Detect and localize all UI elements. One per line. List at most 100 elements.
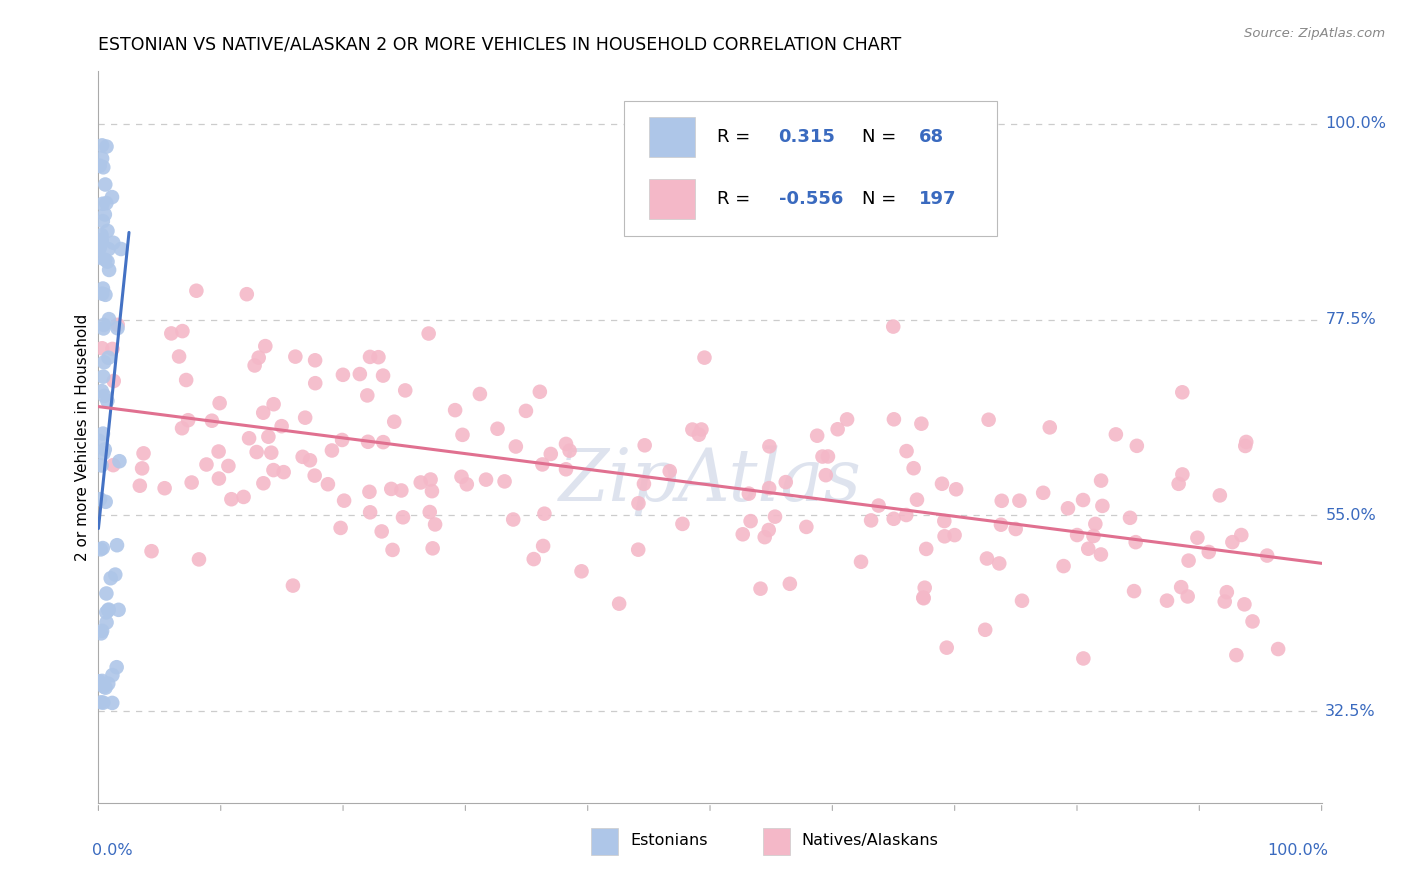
Point [94,288,117,302]
Point [977,413,1000,427]
Point [270,419,292,434]
Point [633,476,655,491]
Point [1066,528,1088,542]
Point [1233,598,1256,612]
Point [91,138,114,153]
Point [1126,439,1149,453]
Point [236,287,259,301]
Point [304,468,326,483]
Point [247,351,270,365]
Point [1209,488,1232,502]
Point [1230,528,1253,542]
Point [180,475,202,490]
FancyBboxPatch shape [762,828,790,855]
Point [93,355,115,369]
Point [91,214,114,228]
Point [103,235,125,250]
FancyBboxPatch shape [648,117,696,157]
Point [912,591,935,606]
Point [100,571,122,585]
Point [94,178,117,192]
Point [1091,499,1114,513]
Point [96,254,118,268]
Point [502,512,524,526]
Point [533,507,555,521]
Point [896,444,918,458]
Point [1177,590,1199,604]
Point [263,397,285,411]
Point [835,412,858,426]
Point [912,591,935,605]
Point [91,696,114,710]
Point [281,579,304,593]
Point [105,538,128,552]
Point [104,567,127,582]
Point [1267,642,1289,657]
Point [93,389,115,403]
Point [94,207,117,221]
Point [91,341,114,355]
Point [811,450,834,464]
Point [671,516,693,531]
Point [1216,585,1239,599]
Point [531,458,554,472]
Point [304,353,326,368]
Point [883,512,905,526]
Point [349,367,371,381]
Point [409,475,432,490]
Point [170,421,193,435]
Text: 55.0%: 55.0% [1326,508,1376,523]
Point [444,403,467,417]
Point [93,680,115,694]
Point [775,475,797,489]
Text: R =: R = [717,128,756,146]
Text: Natives/Alaskans: Natives/Alaskans [801,833,939,848]
Point [381,542,404,557]
Point [329,521,352,535]
Point [252,406,274,420]
Point [693,351,716,365]
Point [1256,549,1278,563]
Point [1170,580,1192,594]
FancyBboxPatch shape [648,179,696,219]
Point [558,443,581,458]
Point [101,342,124,356]
Point [1057,501,1080,516]
Point [817,450,839,464]
Point [243,359,266,373]
Point [627,496,650,510]
Point [934,529,956,543]
Point [1105,427,1128,442]
Point [97,312,120,326]
Point [97,602,120,616]
Point [896,508,918,522]
Point [422,541,444,556]
Point [252,476,274,491]
Point [934,514,956,528]
Point [634,438,657,452]
Point [101,668,124,682]
Point [90,458,112,473]
Point [371,368,394,383]
Text: -0.556: -0.556 [779,190,844,209]
Point [418,326,440,341]
Point [93,321,115,335]
Point [208,396,231,410]
Point [1198,545,1220,559]
Point [90,384,112,398]
Text: 0.315: 0.315 [779,128,835,146]
Point [91,286,114,301]
Point [370,524,392,539]
Point [1084,516,1107,531]
Point [103,374,125,388]
Point [93,318,115,332]
Point [758,439,780,453]
Point [688,427,710,442]
Point [974,623,997,637]
Point [96,139,118,153]
Point [1167,476,1189,491]
Point [90,695,112,709]
Point [540,447,562,461]
Point [291,450,314,464]
Point [96,224,118,238]
